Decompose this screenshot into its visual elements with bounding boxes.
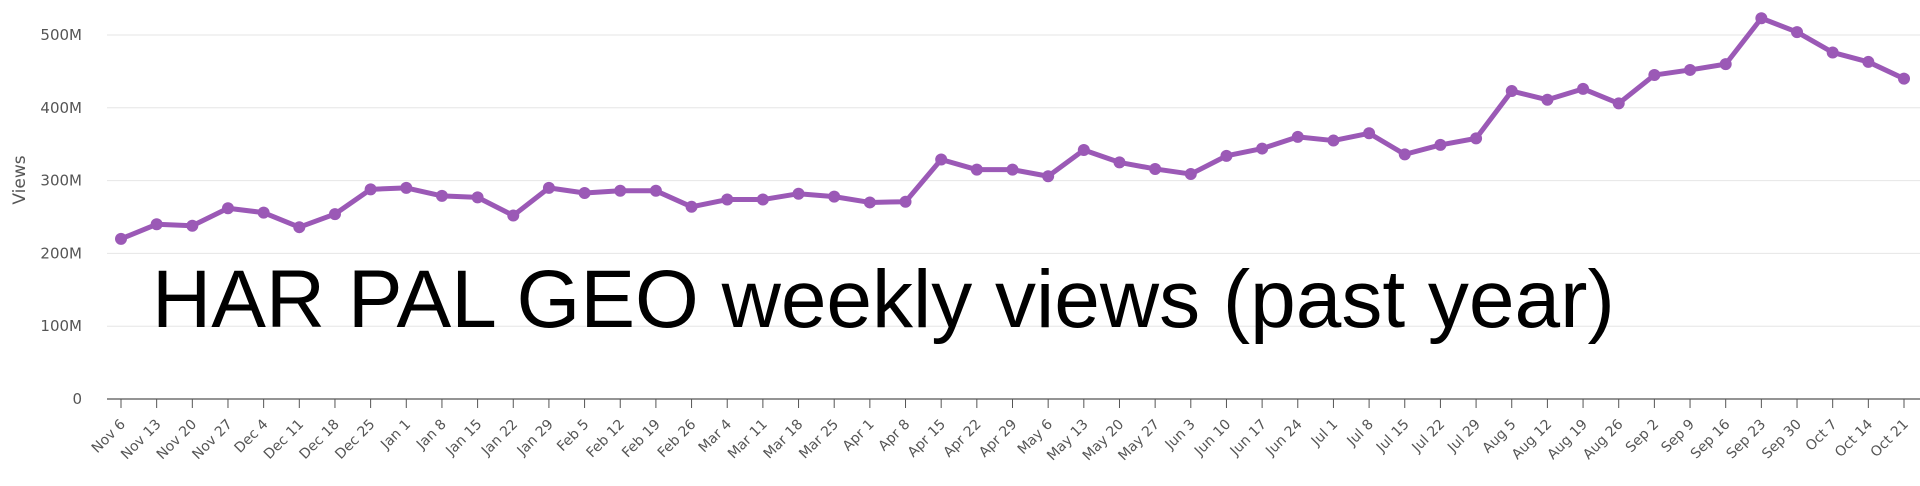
data-point[interactable] — [150, 218, 163, 231]
x-tick-label: Apr 22 — [940, 417, 984, 461]
x-tick-label: Mar 25 — [796, 417, 842, 463]
data-point[interactable] — [364, 183, 377, 196]
data-point[interactable] — [293, 221, 306, 234]
data-point[interactable] — [1470, 132, 1483, 145]
y-axis-title: Views — [10, 155, 30, 204]
data-point[interactable] — [1826, 46, 1839, 59]
data-point[interactable] — [649, 184, 662, 197]
x-tick-label: Oct 21 — [1868, 417, 1912, 461]
data-point[interactable] — [328, 208, 341, 221]
x-tick-label: Oct 14 — [1832, 416, 1876, 460]
x-tick-label: Sep 30 — [1759, 417, 1805, 463]
data-point[interactable] — [1184, 168, 1197, 181]
series-line — [118, 15, 1907, 242]
gridlines — [107, 34, 1920, 400]
x-tick-label: Jan 22 — [478, 417, 521, 460]
data-point[interactable] — [507, 209, 520, 222]
data-point[interactable] — [578, 186, 591, 199]
data-point[interactable] — [1862, 55, 1875, 68]
y-axis-ticks: 0 100M 200M 300M 400M 500M — [40, 26, 82, 408]
data-point[interactable] — [1256, 142, 1269, 155]
data-point[interactable] — [1398, 148, 1411, 161]
data-point[interactable] — [1077, 144, 1090, 157]
data-point[interactable] — [1291, 130, 1304, 143]
data-point[interactable] — [1577, 82, 1590, 95]
data-point[interactable] — [721, 193, 734, 206]
y-tick-label: 200M — [40, 244, 82, 262]
x-tick-label: Jul 15 — [1373, 417, 1413, 457]
x-tick-label: Nov 27 — [189, 417, 235, 463]
x-tick-label: Dec 25 — [332, 417, 378, 463]
data-point[interactable] — [1612, 97, 1625, 110]
data-point[interactable] — [400, 181, 413, 194]
series-layer — [115, 12, 1910, 245]
data-point[interactable] — [471, 191, 484, 204]
x-tick-label: Jul 22 — [1409, 417, 1449, 457]
y-tick-label: 100M — [40, 317, 82, 335]
data-point[interactable] — [1898, 72, 1910, 85]
data-point[interactable] — [542, 181, 555, 194]
data-point[interactable] — [899, 195, 912, 208]
data-point[interactable] — [1434, 138, 1447, 151]
chart-title: HAR PAL GEO weekly views (past year) — [152, 254, 1615, 345]
x-tick-label: Jun 17 — [1227, 417, 1270, 460]
data-point[interactable] — [614, 184, 627, 197]
data-point[interactable] — [685, 200, 698, 213]
x-tick-label: Aug 26 — [1580, 416, 1626, 462]
data-point[interactable] — [257, 206, 270, 219]
x-tick-label: Jun 10 — [1191, 417, 1234, 460]
y-tick-label: 400M — [40, 99, 82, 117]
data-point[interactable] — [1220, 149, 1233, 162]
x-tick-label: Sep 2 — [1623, 417, 1662, 456]
data-point[interactable] — [1541, 93, 1554, 106]
x-tick-label: Feb 26 — [655, 416, 700, 461]
data-point[interactable] — [863, 196, 876, 209]
data-point[interactable] — [828, 190, 841, 203]
data-point[interactable] — [1684, 63, 1697, 76]
data-point[interactable] — [435, 189, 448, 202]
x-tick-label: Jan 1 — [377, 417, 414, 454]
x-tick-label: Jul 8 — [1344, 417, 1377, 450]
data-point[interactable] — [1327, 134, 1340, 147]
x-tick-label: Jun 24 — [1262, 416, 1305, 459]
data-point[interactable] — [221, 202, 234, 215]
x-tick-label: Jan 15 — [442, 417, 485, 460]
data-point[interactable] — [1149, 162, 1162, 175]
data-point[interactable] — [115, 232, 127, 245]
data-point[interactable] — [792, 187, 805, 200]
x-tick-label: Apr 1 — [840, 417, 878, 455]
x-tick-label: Jul 1 — [1308, 417, 1341, 450]
data-point[interactable] — [935, 153, 948, 166]
data-point[interactable] — [1719, 58, 1732, 71]
data-point[interactable] — [1791, 26, 1804, 39]
x-tick-label: Feb 19 — [619, 417, 664, 462]
y-tick-label: 0 — [72, 390, 82, 408]
data-point[interactable] — [1648, 69, 1661, 82]
x-tick-label: Apr 29 — [976, 417, 1020, 461]
x-tick-label: Jan 29 — [514, 417, 557, 460]
data-point[interactable] — [1755, 12, 1768, 25]
y-tick-label: 500M — [40, 26, 82, 44]
data-point[interactable] — [1113, 156, 1126, 169]
x-tick-label: Feb 12 — [583, 417, 628, 462]
data-point[interactable] — [1363, 127, 1376, 140]
data-point[interactable] — [186, 219, 199, 232]
x-tick-label: Apr 15 — [905, 417, 949, 461]
data-point[interactable] — [1006, 163, 1019, 176]
data-point[interactable] — [970, 163, 983, 176]
data-point[interactable] — [1505, 85, 1518, 98]
data-point[interactable] — [756, 193, 769, 206]
y-tick-label: 300M — [40, 172, 82, 190]
data-point[interactable] — [1042, 170, 1055, 183]
x-tick-label: Jul 29 — [1444, 417, 1484, 457]
